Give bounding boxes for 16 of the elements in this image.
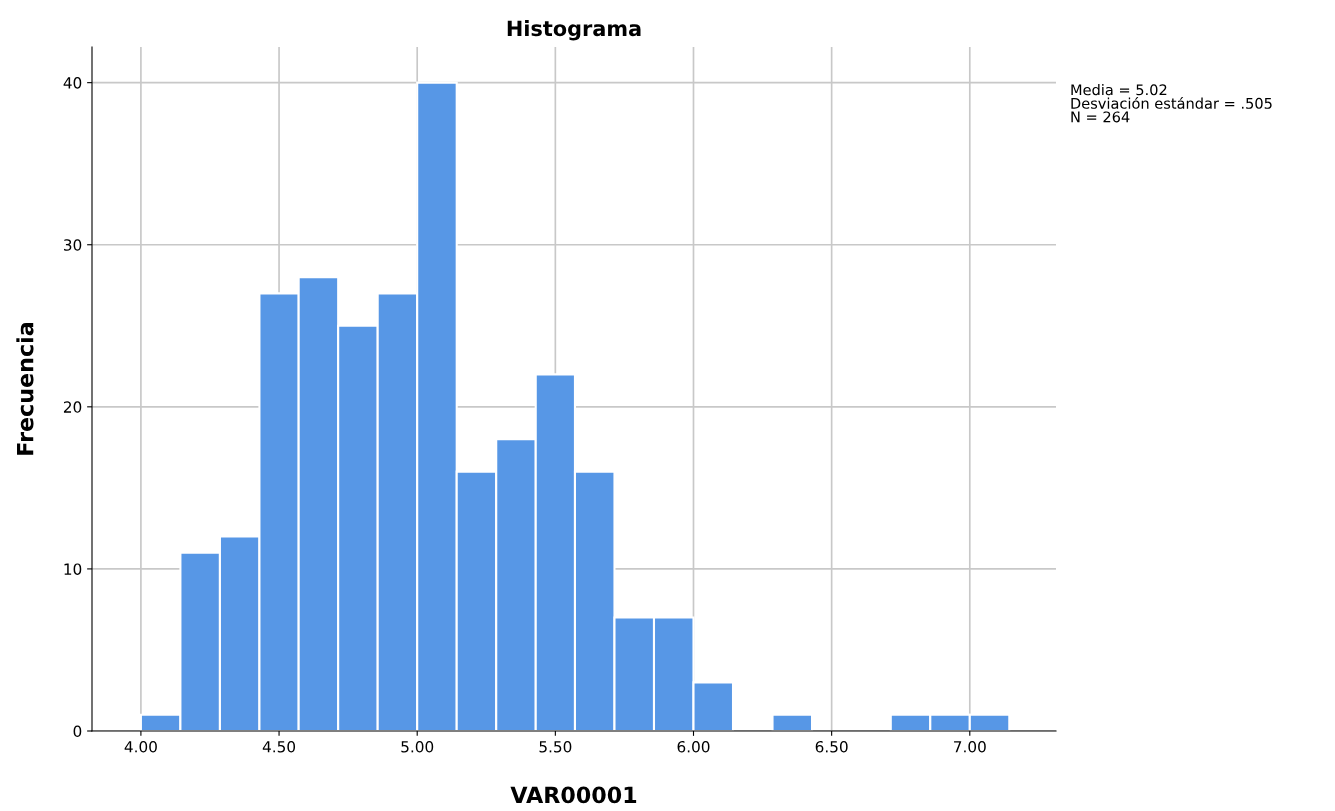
x-tick-label: 5.00	[401, 740, 434, 753]
x-tick-label: 6.00	[677, 740, 710, 753]
x-tick-label: 5.50	[539, 740, 572, 753]
y-axis-title: Frecuencia	[16, 323, 34, 455]
chart-title: Histograma	[507, 20, 641, 41]
y-tick-label: 10	[64, 563, 82, 575]
x-axis-title: VAR00001	[510, 786, 637, 804]
y-tick-label: 20	[63, 401, 82, 413]
y-tick-label: 30	[64, 239, 82, 251]
text: Media = 5.02 Desviación estándar = .505 N = 264	[1071, 84, 1272, 123]
x-tick-label: 7.00	[954, 740, 986, 753]
y-tick-label: 40	[63, 77, 82, 89]
x-tick-label: 6.50	[815, 740, 848, 753]
y-tick-label: 0	[73, 725, 82, 738]
x-tick-label: 4.50	[262, 740, 296, 753]
x-tick-label: 4.00	[124, 740, 157, 753]
